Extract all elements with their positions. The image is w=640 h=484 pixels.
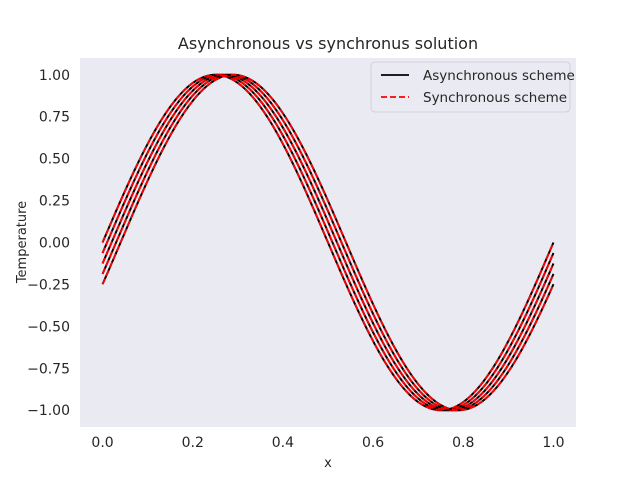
legend-label-asynchronous: Asynchronous scheme <box>423 68 575 84</box>
y-tick-label: 0.75 <box>39 110 70 126</box>
y-axis-label: Temperature <box>15 201 30 284</box>
x-tick-label: 0.0 <box>91 435 113 451</box>
curves-group <box>101 73 555 412</box>
x-tick-label: 1.0 <box>542 435 564 451</box>
x-tick-label: 0.2 <box>182 435 204 451</box>
legend-label-synchronous: Synchronous scheme <box>423 90 567 106</box>
y-tick-label: 0.00 <box>39 236 70 252</box>
synchronous-curve-4 <box>101 73 555 412</box>
y-tick-label: 1.00 <box>39 68 70 84</box>
y-tick-label: −1.00 <box>27 403 70 419</box>
synchronous-curve-0 <box>101 73 555 412</box>
y-tick-label: 0.25 <box>39 194 70 210</box>
x-tick-label: 0.6 <box>362 435 384 451</box>
x-tick-label: 0.4 <box>272 435 294 451</box>
y-tick-label: −0.75 <box>27 361 70 377</box>
synchronous-curve-1 <box>101 73 555 412</box>
synchronous-curve-3 <box>101 73 555 412</box>
chart-title: Asynchronous vs synchronus solution <box>178 34 478 53</box>
legend-box <box>370 61 571 113</box>
x-axis-label: x <box>324 456 332 471</box>
y-tick-label: −0.50 <box>27 319 70 335</box>
x-tick-label: 0.8 <box>452 435 474 451</box>
x-tick-labels: 0.0 0.2 0.4 0.6 0.8 1.0 <box>91 435 564 451</box>
y-tick-label: −0.25 <box>27 277 70 293</box>
y-tick-labels: 1.00 0.75 0.50 0.25 0.00 −0.25 −0.50 −0.75 −1.00 <box>27 68 70 419</box>
legend: Asynchronous scheme Synchronous scheme <box>370 61 575 113</box>
y-tick-label: 0.50 <box>39 152 70 168</box>
synchronous-curve-2 <box>101 73 555 412</box>
